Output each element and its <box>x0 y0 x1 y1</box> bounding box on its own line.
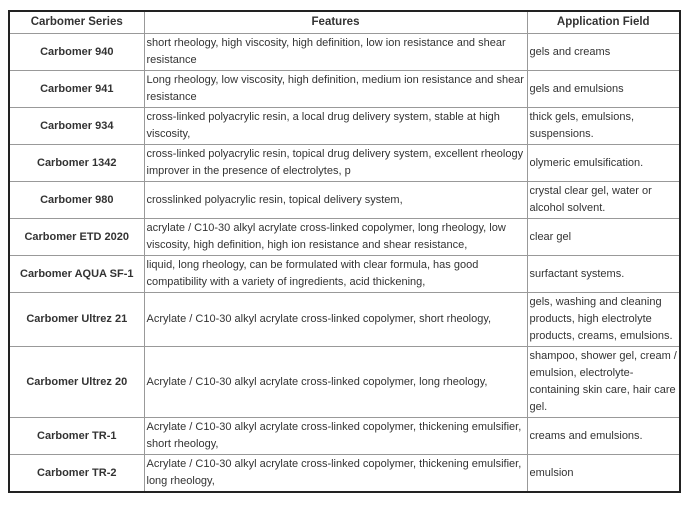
table-row: Carbomer TR-1 Acrylate / C10-30 alkyl acr… <box>8 417 681 455</box>
series-cell: Carbomer 1342 <box>8 144 145 182</box>
application-cell: crystal clear gel, water or alcohol solv… <box>526 181 681 219</box>
table-row: Carbomer AQUA SF-1 liquid, long rheology,… <box>8 255 681 293</box>
header-carbomer-series: Carbomer Series <box>8 10 145 34</box>
table-row: Carbomer Ultrez 21 Acrylate / C10-30 alky… <box>8 292 681 347</box>
table-header: Carbomer Series Features Application Fie… <box>8 10 681 34</box>
series-cell: Carbomer 980 <box>8 181 145 219</box>
application-cell: emulsion <box>526 454 681 493</box>
application-cell: creams and emulsions. <box>526 417 681 455</box>
table-row: Carbomer 940 short rheology, high viscosi… <box>8 33 681 71</box>
table-row: Carbomer 980 crosslinked polyacrylic resi… <box>8 181 681 219</box>
series-cell: Carbomer Ultrez 20 <box>8 346 145 418</box>
series-cell: Carbomer 941 <box>8 70 145 108</box>
table-row: Carbomer ETD 2020 acrylate / C10-30 alkyl… <box>8 218 681 256</box>
series-cell: Carbomer AQUA SF-1 <box>8 255 145 293</box>
features-cell: Acrylate / C10-30 alkyl acrylate cross-l… <box>143 292 528 347</box>
features-cell: short rheology, high viscosity, high def… <box>143 33 528 71</box>
features-cell: cross-linked polyacrylic resin, topical … <box>143 144 528 182</box>
table-body: Carbomer 940 short rheology, high viscosi… <box>8 33 681 493</box>
header-row: Carbomer Series Features Application Fie… <box>8 10 681 34</box>
series-cell: Carbomer TR-2 <box>8 454 145 493</box>
header-application-field: Application Field <box>526 10 681 34</box>
table-row: Carbomer TR-2 Acrylate / C10-30 alkyl acr… <box>8 454 681 493</box>
features-cell: liquid, long rheology, can be formulated… <box>143 255 528 293</box>
application-cell: gels, washing and cleaning products, hig… <box>526 292 681 347</box>
features-cell: Acrylate / C10-30 alkyl acrylate cross-l… <box>143 417 528 455</box>
application-cell: thick gels, emulsions, suspensions. <box>526 107 681 145</box>
table-row: Carbomer 941 Long rheology, low viscosity… <box>8 70 681 108</box>
features-cell: Acrylate / C10-30 alkyl acrylate cross-l… <box>143 454 528 493</box>
carbomer-table: Carbomer Series Features Application Fie… <box>8 10 681 493</box>
header-features: Features <box>143 10 528 34</box>
table-row: Carbomer Ultrez 20 Acrylate / C10-30 alky… <box>8 346 681 418</box>
application-cell: olymeric emulsification. <box>526 144 681 182</box>
features-cell: Acrylate / C10-30 alkyl acrylate cross-l… <box>143 346 528 418</box>
features-cell: acrylate / C10-30 alkyl acrylate cross-l… <box>143 218 528 256</box>
series-cell: Carbomer Ultrez 21 <box>8 292 145 347</box>
table-row: Carbomer 1342 cross-linked polyacrylic re… <box>8 144 681 182</box>
application-cell: clear gel <box>526 218 681 256</box>
application-cell: gels and emulsions <box>526 70 681 108</box>
features-cell: crosslinked polyacrylic resin, topical d… <box>143 181 528 219</box>
features-cell: cross-linked polyacrylic resin, a local … <box>143 107 528 145</box>
application-cell: surfactant systems. <box>526 255 681 293</box>
table-row: Carbomer 934 cross-linked polyacrylic res… <box>8 107 681 145</box>
application-cell: shampoo, shower gel, cream / emulsion, e… <box>526 346 681 418</box>
series-cell: Carbomer ETD 2020 <box>8 218 145 256</box>
application-cell: gels and creams <box>526 33 681 71</box>
series-cell: Carbomer 940 <box>8 33 145 71</box>
features-cell: Long rheology, low viscosity, high defin… <box>143 70 528 108</box>
series-cell: Carbomer 934 <box>8 107 145 145</box>
series-cell: Carbomer TR-1 <box>8 417 145 455</box>
